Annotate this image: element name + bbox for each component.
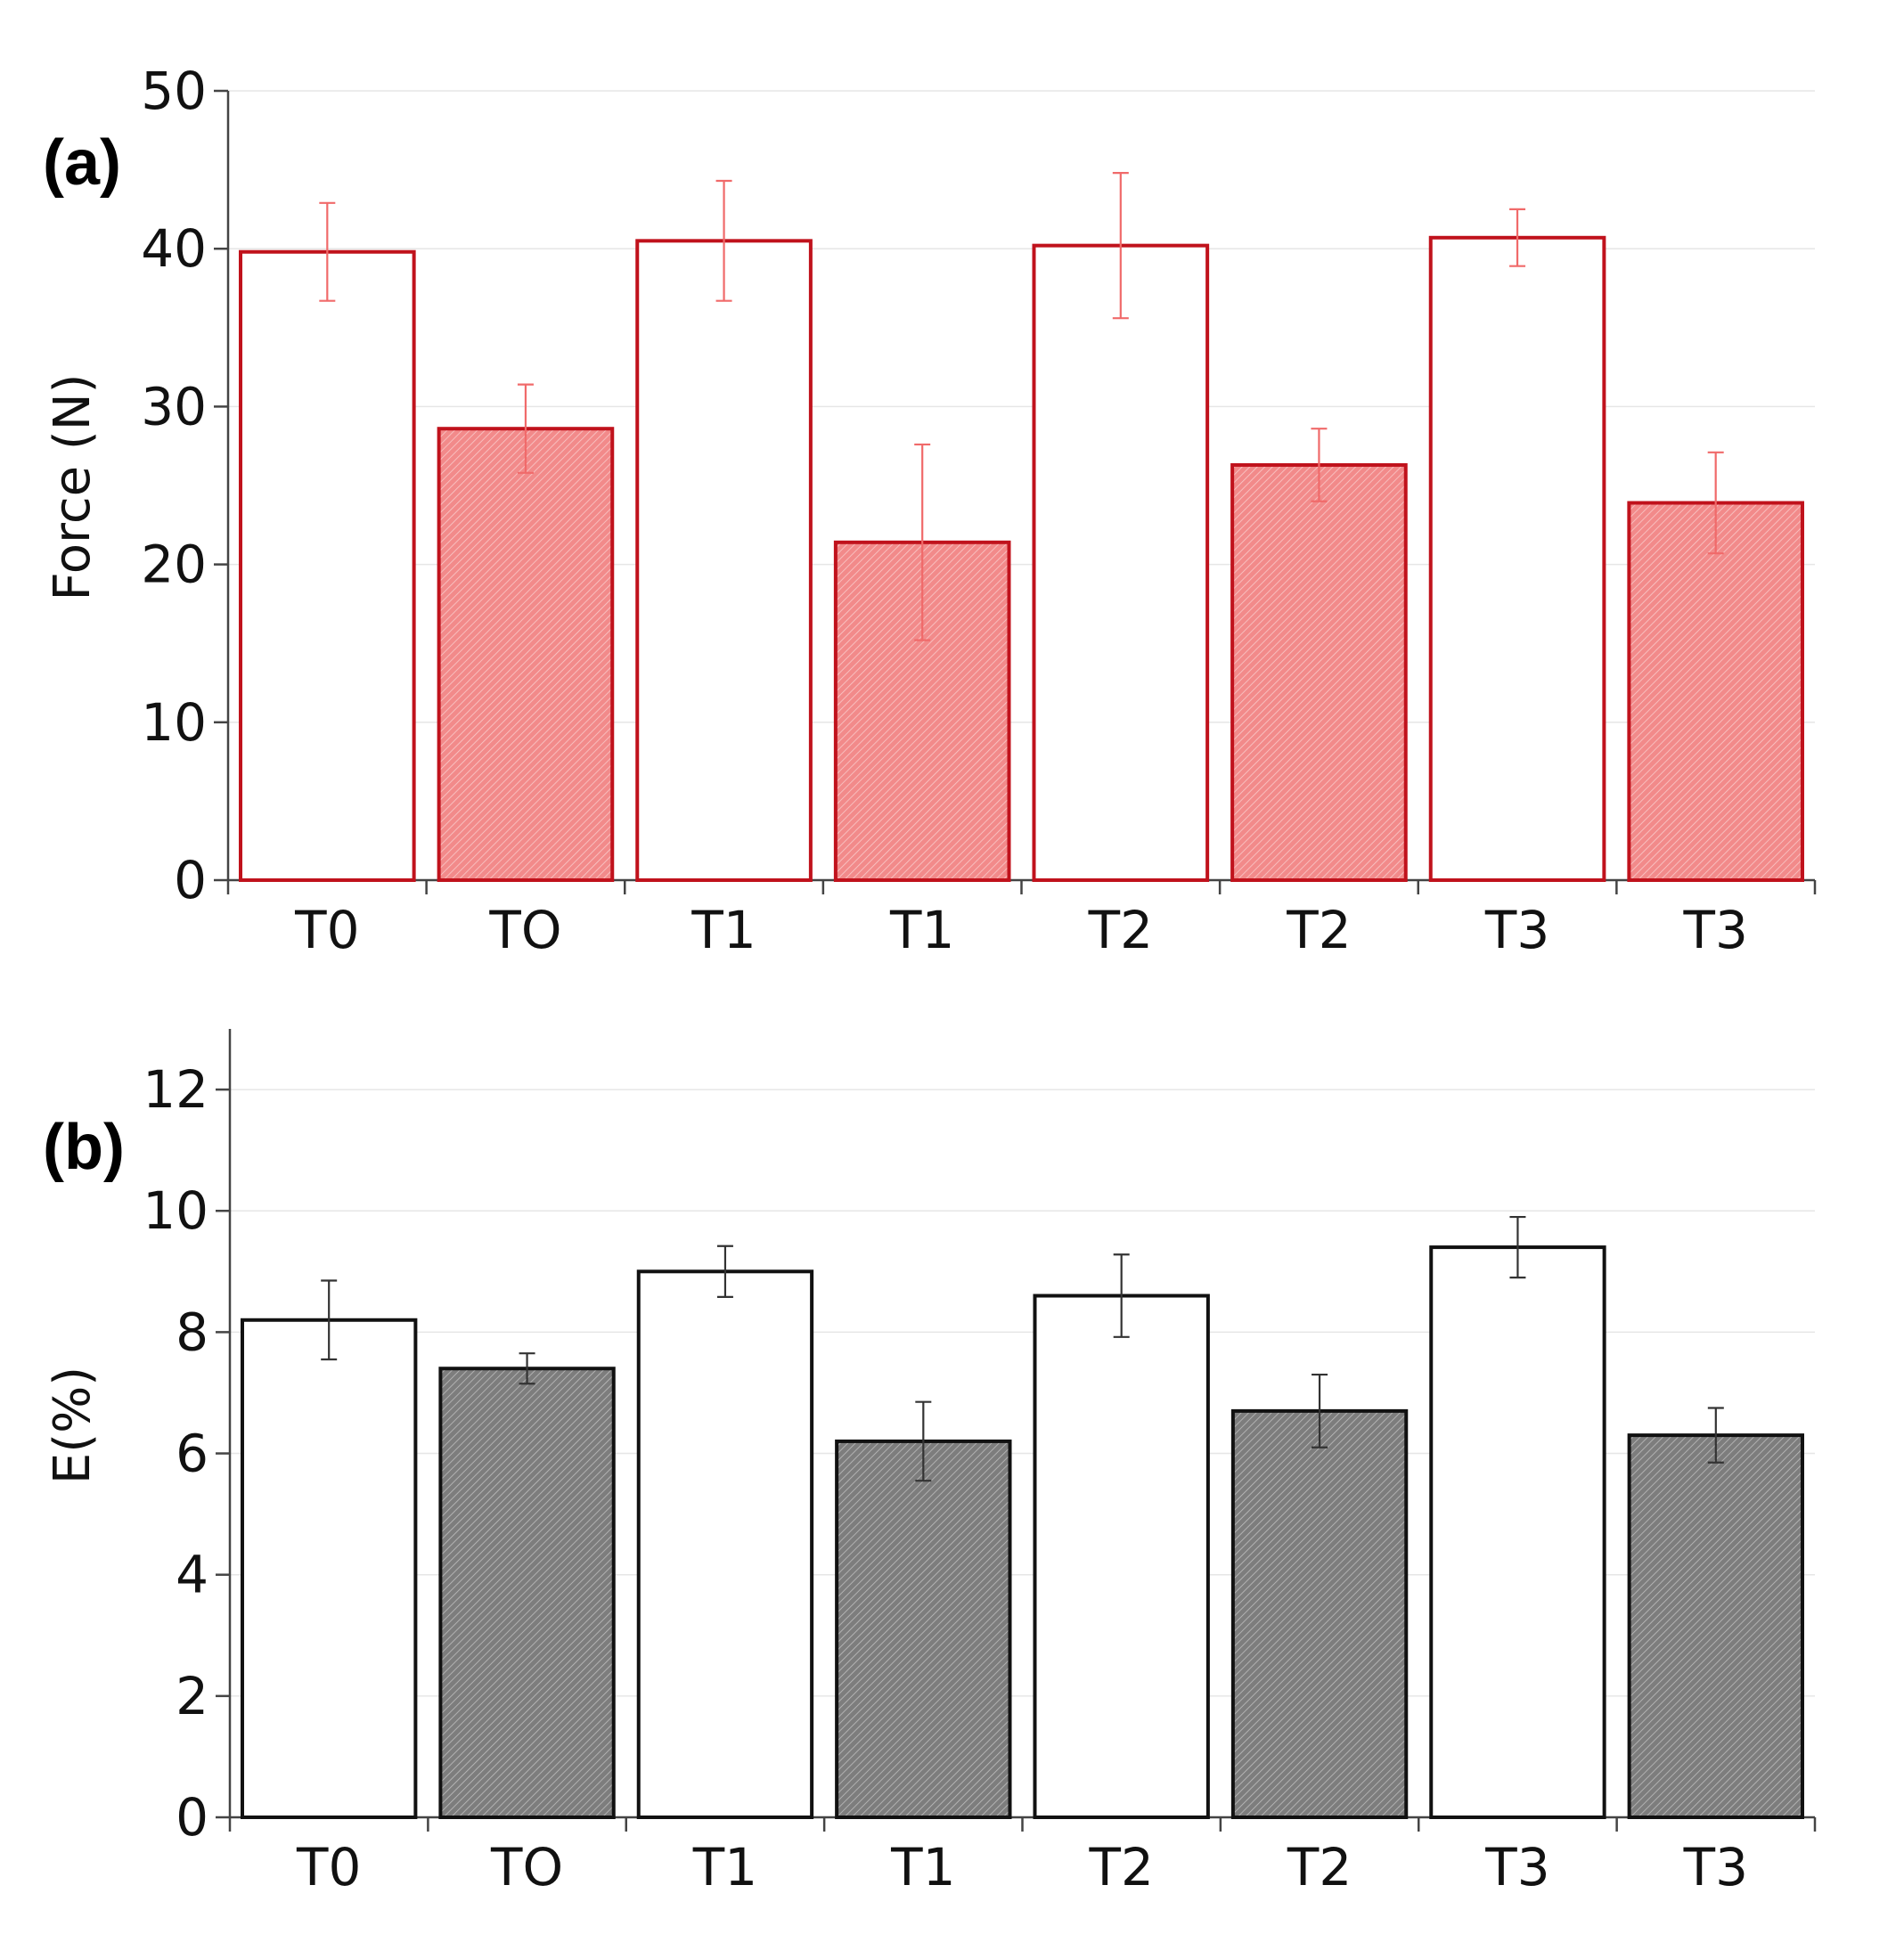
chart-panel-a: (a) Force (N) 0 10 20 30 40 50 T0 TO T1 T1 T2 T2 T3 T… (43, 61, 1817, 960)
panel-a-y-tick-label: 40 (141, 218, 207, 279)
panel-b-x-tick-label: T3 (1683, 1837, 1748, 1897)
panel-a-x-tick-label: T3 (1484, 900, 1549, 960)
panel-b-y-tick-label: 6 (176, 1424, 208, 1484)
panel-a-label: (a) (43, 127, 121, 199)
panel-a-x-tick-label: T1 (889, 900, 954, 960)
panel-a-x-tick-label: TO (488, 900, 561, 960)
panel-b-y-tick-label: 12 (143, 1059, 208, 1120)
panel-a-y-axis-title: Force (N) (44, 374, 102, 601)
panel-b-y-tick-label: 10 (143, 1180, 208, 1241)
chart-panel-b: (b) E(%) 0 2 4 6 8 10 12 T0 TO T1 T1 T2 T2 T3 T3 (43, 1029, 1817, 1897)
panel-a-bar-1 (239, 249, 416, 882)
panel-b-bar-4 (835, 1439, 1012, 1820)
panel-a-x-tick-label: T2 (1286, 900, 1351, 960)
panel-a-error-bar-7 (1509, 208, 1526, 267)
panel-b-error-bar-2 (519, 1352, 535, 1385)
panel-b-error-bar-5 (1113, 1253, 1130, 1338)
panel-a-bar-7 (1428, 235, 1606, 882)
panel-a-error-bar-1 (319, 201, 336, 302)
panel-b-y-tick-label: 4 (176, 1545, 208, 1605)
panel-b-bar-8 (1627, 1433, 1804, 1819)
panel-b-x-tick-label: T0 (296, 1837, 361, 1897)
panel-a-error-bar-3 (715, 179, 732, 302)
panel-a-error-bar-5 (1112, 172, 1129, 320)
panel-b-y-tick-label: 0 (176, 1787, 208, 1848)
panel-a-y-tick-label: 20 (141, 535, 207, 595)
panel-a-bar-3 (635, 239, 813, 882)
panel-b-error-bar-4 (915, 1400, 932, 1482)
panel-b-bar-2 (438, 1367, 616, 1819)
panel-b-error-bar-7 (1509, 1215, 1526, 1279)
panel-a-bar-5 (1032, 243, 1210, 882)
panel-b-error-bar-8 (1707, 1407, 1724, 1464)
panel-b-y-tick-label: 2 (176, 1666, 208, 1726)
panel-b-y-tick-label: 8 (176, 1302, 208, 1362)
panel-a-bar-6 (1230, 462, 1408, 882)
panel-a-bar-8 (1627, 501, 1804, 882)
panel-b-x-tick-label: T3 (1484, 1837, 1549, 1897)
panel-b-x-tick-label: T1 (692, 1837, 757, 1897)
panel-b-x-tick-label: TO (490, 1837, 563, 1897)
panel-b-error-bar-1 (321, 1279, 338, 1361)
panel-b-bar-7 (1429, 1245, 1606, 1819)
panel-a-bar-2 (437, 427, 615, 882)
panel-b-bar-5 (1033, 1293, 1210, 1819)
panel-b-x-tick-label: T1 (890, 1837, 955, 1897)
panel-a-error-bar-8 (1707, 451, 1724, 555)
panel-b-label: (b) (43, 1112, 125, 1183)
panel-a-y-tick-label: 30 (141, 376, 207, 437)
panel-b-error-bar-3 (716, 1244, 733, 1299)
panel-a-x-tick-label: T3 (1683, 900, 1748, 960)
panel-b-y-axis-title: E(%) (44, 1367, 102, 1484)
panel-b-bar-3 (636, 1269, 814, 1820)
panel-a-y-tick-label: 0 (174, 850, 207, 910)
panel-a-x-tick-label: T0 (294, 900, 359, 960)
panel-a-error-bar-6 (1311, 428, 1328, 502)
panel-a-y-tick-label: 10 (141, 692, 207, 753)
panel-b-error-bar-6 (1312, 1373, 1328, 1448)
panel-a-error-bar-4 (914, 443, 931, 641)
panel-b-bar-6 (1230, 1408, 1409, 1820)
panel-a-x-tick-label: T2 (1088, 900, 1153, 960)
panel-b-x-tick-label: T2 (1287, 1837, 1352, 1897)
panel-b-x-tick-label: T2 (1089, 1837, 1154, 1897)
panel-a-error-bar-2 (517, 383, 534, 474)
panel-b-bar-1 (241, 1318, 418, 1820)
panel-a-x-tick-label: T1 (691, 900, 756, 960)
panel-a-y-tick-label: 50 (141, 61, 207, 121)
